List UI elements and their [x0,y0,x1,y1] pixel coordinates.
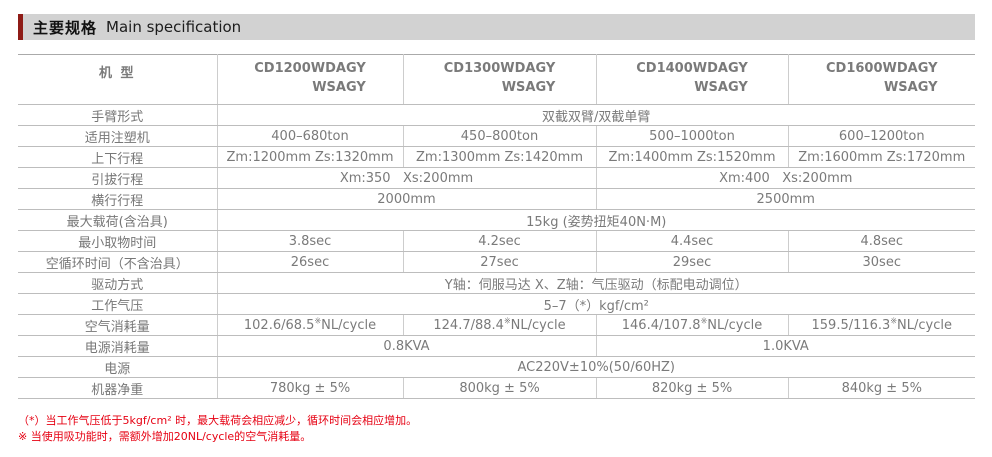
table-row: 最小取物时间 3.8sec 4.2sec 4.4sec 4.8sec [18,230,975,252]
spec-value-cell: 1.0KVA [596,335,975,357]
model-name-line1: CD1300WDAGY [443,61,556,76]
row-label-cell: 工作气压 [18,293,218,315]
row-label-cell: 电源 [18,356,218,378]
spec-value-cell: 840kg ± 5% [788,377,975,399]
spec-value-cell: Zm:1600mm Zs:1720mm [788,146,975,168]
row-label-cell: 引拔行程 [18,167,218,189]
spec-value-cell: Y轴：伺服马达 X、Z轴：气压驱动（标配电动调位） [217,272,975,294]
row-label-cell: 适用注塑机 [18,125,218,147]
row-label-cell: 机器净重 [18,377,218,399]
spec-value-cell: Xm:350 Xs:200mm [217,167,597,189]
spec-table: 机 型 CD1200WDAGY WSAGY CD1300WDAGY WSAGY CD14… [18,54,975,399]
table-row: 工作气压 5–7（*）kgf/cm² [18,293,975,315]
model-name-line2: WSAGY [883,80,938,95]
spec-value-cell: Zm:1300mm Zs:1420mm [403,146,597,168]
spec-value-cell: AC220V±10%(50/60HZ) [217,356,975,378]
spec-value-cell: Zm:1400mm Zs:1520mm [596,146,789,168]
spec-value-cell: 15kg (姿势扭矩40N·M) [217,209,975,231]
footnote-line: ※ 当使用吸功能时，需额外增加20NL/cycle的空气消耗量。 [18,430,312,443]
spec-value-cell: Zm:1200mm Zs:1320mm [217,146,404,168]
spec-value-cell: 2000mm [217,188,597,210]
model-header-cell: CD1300WDAGY WSAGY [403,54,597,105]
footnotes: （*）当工作气压低于5kgf/cm² 时，最大载荷会相应减少，循环时间会相应增加… [18,413,417,445]
footnote-line: （*）当工作气压低于5kgf/cm² 时，最大载荷会相应减少，循环时间会相应增加… [18,414,418,427]
spec-value-cell: 30sec [788,251,975,273]
table-row: 电源 AC220V±10%(50/60HZ) [18,356,975,378]
model-name-line1: CD1600WDAGY [825,61,938,76]
model-header-cell: CD1600WDAGY WSAGY [788,54,975,105]
page-title-zh: 主要规格 [33,18,98,37]
table-row: 横行行程 2000mm 2500mm [18,188,975,210]
row-label-cell: 上下行程 [18,146,218,168]
spec-value-cell: 500–1000ton [596,125,789,147]
model-name-line2: WSAGY [694,80,748,95]
model-name-line1: CD1400WDAGY [636,61,748,76]
footnote-mark: ※ [503,316,511,326]
table-header-row: 机 型 CD1200WDAGY WSAGY CD1300WDAGY WSAGY CD14… [18,54,975,105]
table-row: 适用注塑机 400–680ton 450–800ton 500–1000ton 600–… [18,125,975,147]
spec-value-cell: 600–1200ton [788,125,975,147]
page-title-en: Main specification [106,18,242,36]
spec-value-cell: 26sec [217,251,404,273]
footnote-mark: ※ [890,316,898,326]
spec-table-body: 手臂形式 双截双臂/双截单臂 适用注塑机 400–680ton 450–800ton 50… [18,104,975,399]
spec-value-cell: 124.7/88.4※NL/cycle [403,314,597,336]
spec-value-cell: 820kg ± 5% [596,377,789,399]
spec-value-cell: 780kg ± 5% [217,377,404,399]
table-row: 驱动方式 Y轴：伺服马达 X、Z轴：气压驱动（标配电动调位） [18,272,975,294]
spec-value-cell: 4.2sec [403,230,597,252]
spec-value-cell: 146.4/107.8※NL/cycle [596,314,789,336]
footnote-mark: ※ [700,316,708,326]
row-label-cell: 最小取物时间 [18,230,218,252]
table-row: 上下行程 Zm:1200mm Zs:1320mm Zm:1300mm Zs:1420… [18,146,975,168]
table-row: 空循环时间（不含治具） 26sec 27sec 29sec 30sec [18,251,975,273]
title-accent-bar [18,14,23,40]
spec-value-cell: 102.6/68.5※NL/cycle [217,314,404,336]
page-title-bar: 主要规格 Main specification [18,14,975,40]
spec-value-cell: 3.8sec [217,230,404,252]
model-name-line2: WSAGY [501,80,556,95]
spec-value-cell: 159.5/116.3※NL/cycle [788,314,975,336]
table-row: 最大载荷(含治具) 15kg (姿势扭矩40N·M) [18,209,975,231]
footnote-mark: ※ [314,316,322,326]
spec-value-cell: 450–800ton [403,125,597,147]
spec-value-cell: 2500mm [596,188,975,210]
table-row: 手臂形式 双截双臂/双截单臂 [18,104,975,126]
row-label-cell: 空气消耗量 [18,314,218,336]
spec-value-cell: Xm:400 Xs:200mm [596,167,975,189]
table-row: 电源消耗量 0.8KVA 1.0KVA [18,335,975,357]
row-label-cell: 最大载荷(含治具) [18,209,218,231]
spec-value-cell: 400–680ton [217,125,404,147]
model-name-line1: CD1200WDAGY [254,61,366,76]
row-label-cell: 横行行程 [18,188,218,210]
table-row: 机器净重 780kg ± 5% 800kg ± 5% 820kg ± 5% 840kg … [18,377,975,399]
spec-value-cell: 5–7（*）kgf/cm² [217,293,975,315]
row-label-cell: 手臂形式 [18,104,218,126]
row-label-cell: 空循环时间（不含治具） [18,251,218,273]
table-row: 空气消耗量 102.6/68.5※NL/cycle 124.7/88.4※NL/cy… [18,314,975,336]
spec-value-cell: 29sec [596,251,789,273]
spec-value-cell: 800kg ± 5% [403,377,597,399]
spec-value-cell: 4.8sec [788,230,975,252]
row-label-cell: 电源消耗量 [18,335,218,357]
spec-value-cell: 4.4sec [596,230,789,252]
model-header-cell: CD1400WDAGY WSAGY [596,54,789,105]
spec-value-cell: 双截双臂/双截单臂 [217,104,975,126]
model-column-header: 机 型 [18,54,218,105]
row-label-cell: 驱动方式 [18,272,218,294]
model-name-line2: WSAGY [312,80,366,95]
spec-value-cell: 27sec [403,251,597,273]
spec-value-cell: 0.8KVA [217,335,597,357]
model-header-cell: CD1200WDAGY WSAGY [217,54,404,105]
table-row: 引拔行程 Xm:350 Xs:200mm Xm:400 Xs:200mm [18,167,975,189]
